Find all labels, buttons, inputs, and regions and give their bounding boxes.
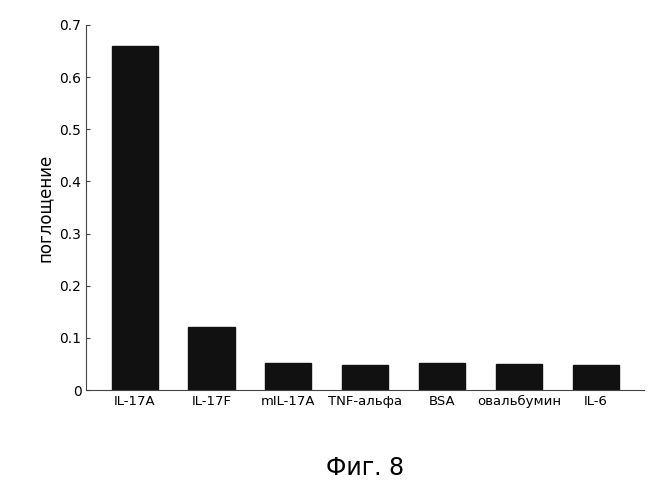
Bar [342,365,388,390]
Text: Фиг. 8: Фиг. 8 [326,456,404,480]
Bar [112,46,158,390]
Bar [419,363,465,390]
Bar [189,328,234,390]
Bar [572,365,619,390]
Bar [496,364,542,390]
Bar [266,363,311,390]
Y-axis label: поглощение: поглощение [36,154,54,262]
